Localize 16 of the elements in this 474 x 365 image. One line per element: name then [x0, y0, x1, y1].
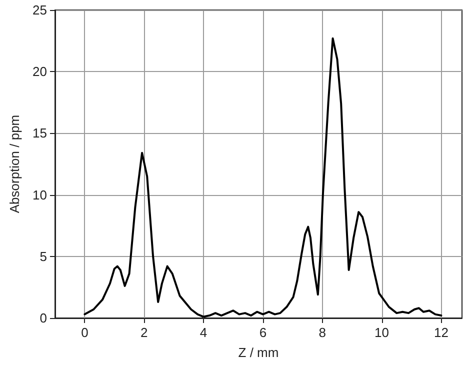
y-tick-label: 10 [32, 187, 47, 202]
x-tick-label: 2 [140, 325, 148, 340]
y-tick-label: 5 [40, 248, 47, 264]
y-axis-title: Absorption / ppm [7, 114, 22, 214]
x-tick-label: 6 [259, 325, 267, 340]
x-tick-label: 4 [200, 325, 208, 340]
x-axis-title: Z / mm [238, 345, 279, 360]
x-tick-label: 0 [81, 325, 88, 340]
x-tick-label: 8 [318, 325, 326, 340]
x-tick-label: 10 [374, 325, 390, 340]
y-tick-label: 0 [40, 310, 47, 326]
y-tick-label: 15 [32, 126, 47, 141]
x-tick-label: 12 [434, 325, 448, 340]
y-tick-label: 20 [32, 64, 47, 80]
line-series [84, 37, 442, 318]
y-tick-label: 25 [32, 2, 47, 18]
